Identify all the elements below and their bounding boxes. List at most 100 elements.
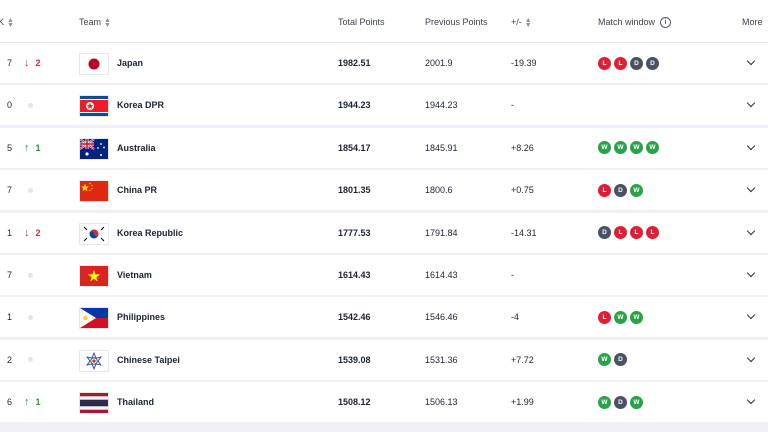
chevron-down-icon[interactable]	[746, 213, 756, 253]
total-points: 1777.53	[338, 227, 371, 238]
rank: 5	[6, 142, 12, 153]
no-change-dot	[28, 102, 33, 108]
korea-dpr-flag	[79, 95, 109, 118]
previous-points: 1800.6	[425, 185, 453, 196]
sort-icon[interactable]: ▲ ▼	[7, 16, 14, 29]
result-badge: W	[630, 310, 643, 324]
match-window-header: Match window i	[598, 17, 672, 29]
team-name[interactable]: Australia	[117, 142, 156, 153]
chevron-down-icon[interactable]	[746, 85, 756, 125]
arrow-up-icon: ↑	[24, 141, 30, 154]
rank-change-cell: ↑ 1	[24, 128, 54, 168]
result-badge: L	[614, 56, 627, 70]
total-points-header: Total Points	[338, 17, 385, 27]
previous-points: 1944.23	[425, 100, 458, 111]
no-change-dot	[28, 357, 33, 363]
sort-icon[interactable]: ▲ ▼	[524, 16, 532, 29]
info-icon[interactable]: i	[660, 17, 672, 29]
thailand-flag	[79, 392, 109, 415]
rank-change: 1	[35, 142, 41, 153]
result-badge: W	[646, 141, 659, 155]
rank-change-cell: ↑ 1	[24, 382, 54, 422]
chevron-down-icon[interactable]	[746, 297, 756, 337]
points-diff: +7.72	[511, 354, 534, 365]
rank-change-cell: ↓ 2	[24, 43, 54, 83]
points-diff: -	[511, 100, 514, 111]
table-row[interactable]: 2 Chinese Taipei 1539.08 1531.36 +7.72 W…	[0, 339, 768, 380]
total-points: 1539.08	[338, 354, 371, 365]
team-name[interactable]: Vietnam	[117, 270, 152, 280]
total-points: 1982.51	[338, 58, 371, 68]
chevron-down-icon[interactable]	[746, 340, 756, 380]
rank-change-cell: ↓ 2	[24, 213, 54, 253]
points-diff: -14.31	[511, 227, 537, 238]
table-row[interactable]: 7 Vietnam 1614.43 1614.43 -	[0, 255, 768, 295]
total-points: 1801.35	[338, 185, 371, 196]
rank: 1	[6, 312, 12, 323]
previous-points-header: Previous Points	[425, 17, 488, 27]
table-row[interactable]: 1 ↓ 2 Korea Republic 1777.53 1791.84 -14.…	[0, 212, 768, 253]
previous-points: 1546.46	[425, 312, 458, 323]
total-points: 1854.17	[338, 142, 371, 153]
rank: 1	[6, 227, 12, 238]
chevron-down-icon[interactable]	[746, 43, 756, 83]
chevron-down-icon[interactable]	[746, 170, 756, 210]
result-badge: D	[614, 183, 627, 197]
points-diff: +0.75	[511, 185, 534, 196]
more-header: More	[742, 17, 763, 27]
previous-points: 1791.84	[425, 227, 458, 238]
sort-icon[interactable]: ▲ ▼	[104, 16, 111, 29]
result-badge: W	[598, 353, 611, 367]
points-diff: -	[511, 270, 514, 280]
rank-change-cell	[24, 340, 54, 380]
chinese-taipei-flag	[79, 349, 109, 372]
points-diff: +8.26	[511, 142, 534, 153]
points-diff: -4	[511, 312, 520, 323]
no-change-dot	[28, 314, 33, 320]
team-name[interactable]: China PR	[117, 185, 158, 196]
table-header: K ▲ ▼ Team ▲ ▼ Total Points Previous Points …	[0, 0, 768, 43]
result-badge: W	[614, 141, 627, 155]
result-badge: L	[630, 226, 643, 240]
chevron-down-icon[interactable]	[746, 128, 756, 168]
chevron-down-icon[interactable]	[746, 382, 756, 422]
previous-points: 1506.13	[425, 397, 458, 408]
team-name[interactable]: Korea Republic	[117, 227, 184, 238]
total-points: 1614.43	[338, 270, 371, 280]
rank-header[interactable]: K ▲ ▼	[0, 16, 14, 29]
chevron-down-icon[interactable]	[746, 255, 756, 295]
team-header[interactable]: Team ▲ ▼	[79, 16, 111, 29]
team-name[interactable]: Philippines	[117, 312, 166, 323]
result-badge: L	[598, 183, 611, 197]
ranking-table: K ▲ ▼ Team ▲ ▼ Total Points Previous Points …	[0, 0, 768, 423]
result-badge: D	[646, 56, 659, 70]
no-change-dot	[28, 272, 33, 278]
previous-points: 2001.9	[425, 58, 453, 68]
diff-header[interactable]: +/- ▲ ▼	[511, 16, 532, 29]
rank-change-cell	[24, 170, 54, 210]
rank: 6	[6, 397, 12, 408]
team-name[interactable]: Thailand	[117, 397, 155, 408]
team-name[interactable]: Korea DPR	[117, 100, 165, 111]
result-badge: W	[630, 141, 643, 155]
vietnam-flag	[79, 265, 109, 287]
team-name[interactable]: Chinese Taipei	[117, 354, 180, 365]
team-name[interactable]: Japan	[117, 58, 144, 68]
result-badge: D	[630, 56, 643, 70]
table-row[interactable]: 0 Korea DPR 1944.23 1944.23 -	[0, 85, 768, 126]
total-points: 1508.12	[338, 397, 371, 408]
previous-points: 1531.36	[425, 354, 458, 365]
arrow-up-icon: ↑	[24, 396, 30, 409]
